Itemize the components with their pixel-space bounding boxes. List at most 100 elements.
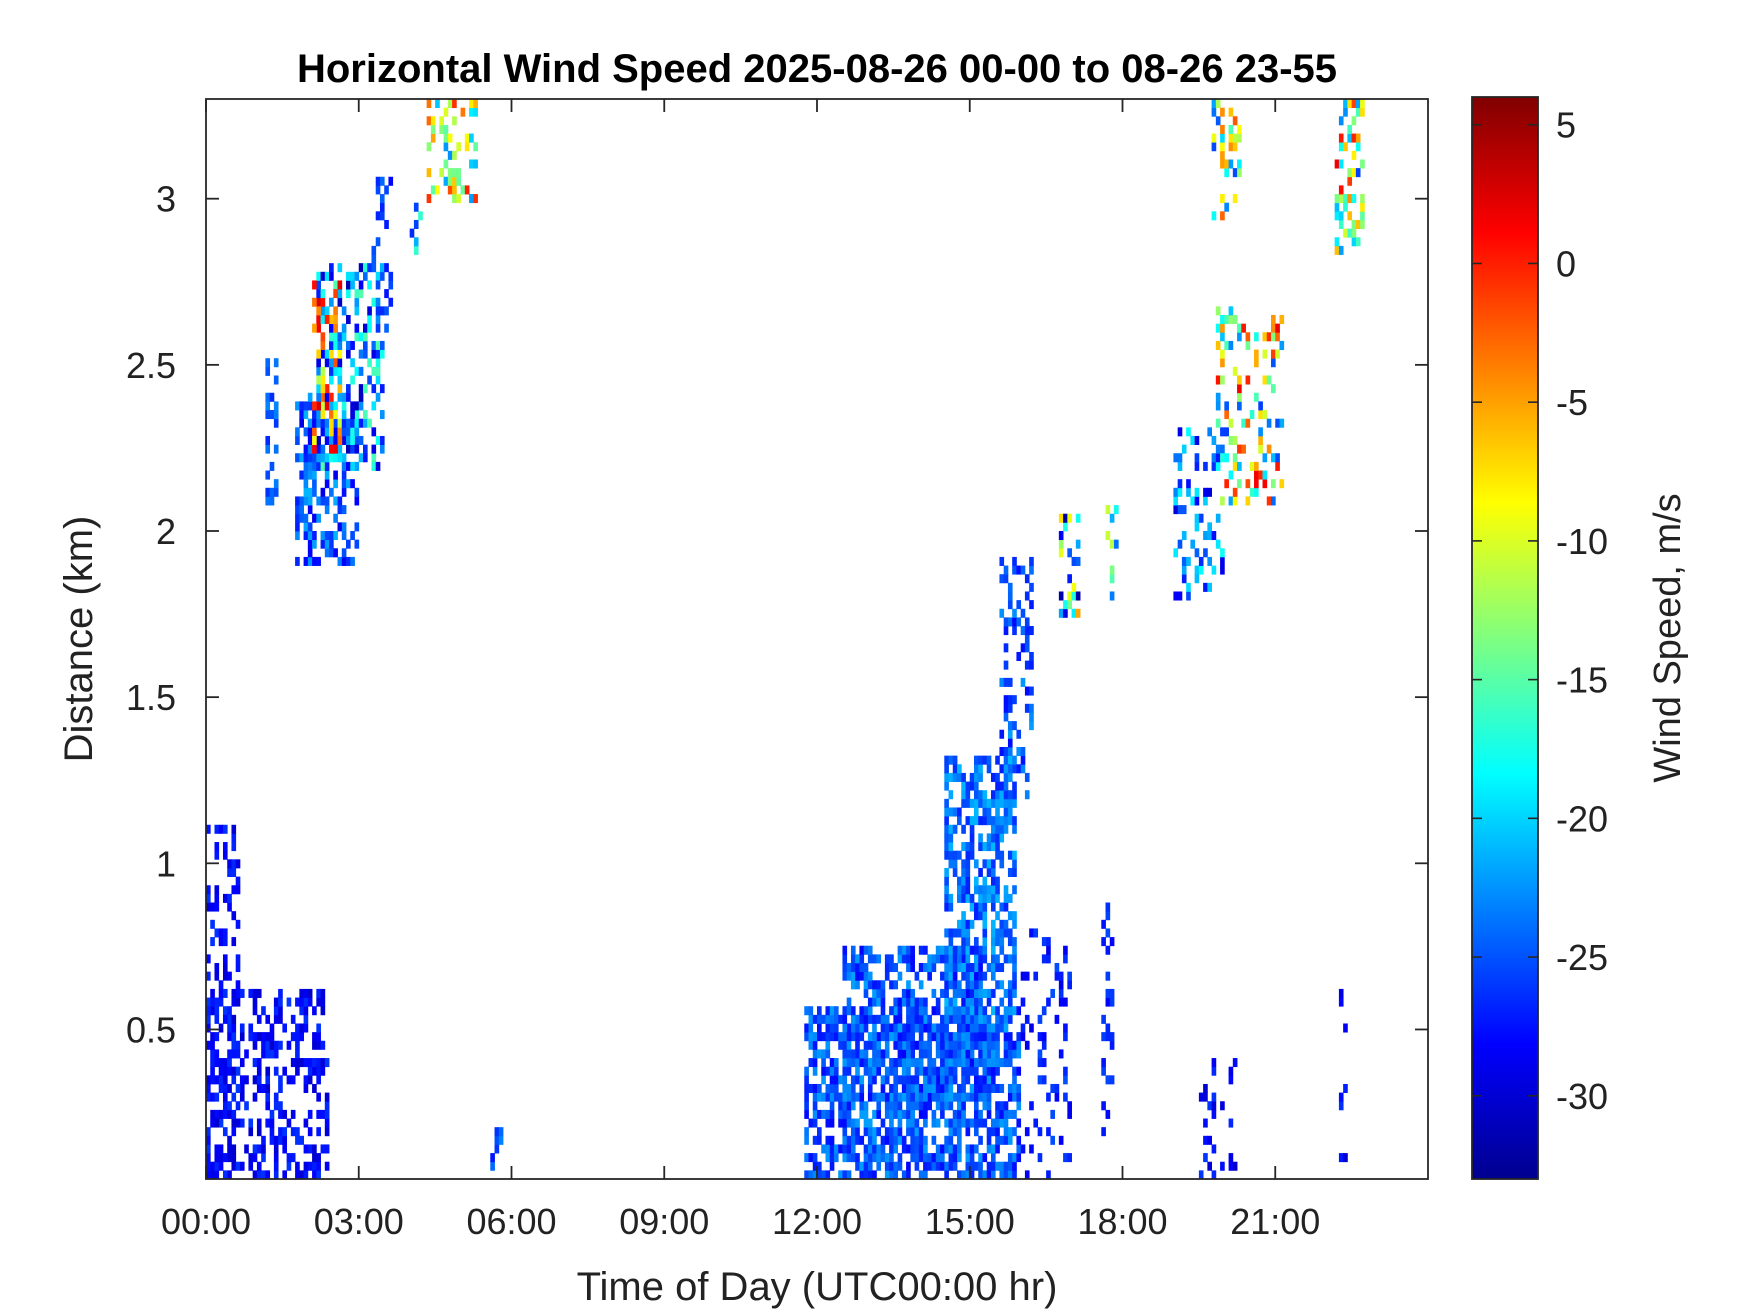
heat-cell-1574 xyxy=(927,1058,932,1068)
heat-cell-2037 xyxy=(1033,928,1039,938)
heat-cell-1454 xyxy=(846,1092,852,1102)
heat-cell-1245 xyxy=(952,1014,958,1024)
heat-cell-763 xyxy=(452,150,457,160)
heat-cell-1222 xyxy=(948,1135,954,1145)
heat-cell-2153 xyxy=(1177,539,1183,549)
heat-cell-1039 xyxy=(884,1023,890,1033)
heat-cell-2046 xyxy=(1041,1058,1047,1068)
heat-cell-1120 xyxy=(910,1040,915,1050)
heat-cell-657 xyxy=(371,401,377,411)
heat-cell-1468 xyxy=(855,1066,860,1076)
heat-cell-181 xyxy=(286,997,292,1007)
heat-cell-229 xyxy=(312,1170,317,1180)
heat-cell-441 xyxy=(316,444,321,454)
heat-cell-1455 xyxy=(846,1058,852,1068)
heat-cell-244 xyxy=(316,1092,321,1102)
heat-cell-1737 xyxy=(961,893,966,903)
heat-cell-395 xyxy=(303,522,309,532)
heat-cell-1913 xyxy=(1007,988,1013,998)
heat-cell-53 xyxy=(227,1058,232,1068)
heat-cell-2419 xyxy=(1355,99,1361,109)
heat-cell-1916 xyxy=(1007,937,1013,947)
heat-cell-1471 xyxy=(855,963,860,973)
heat-cell-1381 xyxy=(995,1023,1000,1033)
heat-cell-144 xyxy=(269,1023,275,1033)
heat-cell-989 xyxy=(867,1066,873,1076)
heat-cell-995 xyxy=(872,1144,877,1154)
heat-cell-434 xyxy=(312,418,317,428)
heat-cell-2116 xyxy=(1058,539,1064,549)
heat-cell-1769 xyxy=(969,833,975,843)
heat-cell-943 xyxy=(855,1161,860,1171)
heat-cell-1929 xyxy=(1012,971,1017,981)
heat-cell-1590 xyxy=(935,945,941,955)
heat-cell-935 xyxy=(850,1101,856,1111)
heat-cell-1650 xyxy=(973,997,979,1007)
heat-cell-1596 xyxy=(940,1014,945,1024)
heat-cell-175 xyxy=(282,1023,288,1033)
heat-cell-256 xyxy=(320,1058,326,1068)
heat-cell-1647 xyxy=(969,945,975,955)
heat-cell-111 xyxy=(256,1075,262,1085)
heat-cell-895 xyxy=(838,1144,843,1154)
heat-cell-1095 xyxy=(906,1170,911,1180)
heat-cell-602 xyxy=(346,271,351,281)
heat-cell-1934 xyxy=(1012,919,1017,929)
heat-cell-2215 xyxy=(1215,418,1221,428)
heat-cell-1635 xyxy=(965,997,971,1007)
heat-cell-697 xyxy=(329,427,334,437)
heat-cell-2424 xyxy=(1360,159,1365,169)
heat-cell-1266 xyxy=(961,1083,966,1093)
heat-cell-194 xyxy=(295,1058,300,1068)
heat-cell-1349 xyxy=(986,1066,992,1076)
heat-cell-1634 xyxy=(965,1014,971,1024)
heat-cell-272 xyxy=(206,1135,211,1145)
heat-cell-1637 xyxy=(965,980,971,990)
heat-cell-42 xyxy=(222,1066,228,1076)
heat-cell-1240 xyxy=(952,1092,958,1102)
heat-cell-1778 xyxy=(973,911,979,921)
heat-cell-1371 xyxy=(995,1127,1000,1137)
heat-cell-1054 xyxy=(889,1023,894,1033)
heat-cell-1534 xyxy=(901,997,907,1007)
heat-cell-649 xyxy=(367,315,372,325)
heat-cell-688 xyxy=(312,280,317,290)
heat-cell-2076 xyxy=(1063,1075,1068,1085)
heat-cell-300 xyxy=(218,1153,224,1163)
heat-cell-816 xyxy=(812,1161,818,1171)
heat-cell-1549 xyxy=(910,997,915,1007)
heat-cell-771 xyxy=(460,107,466,117)
heat-cell-2375 xyxy=(1334,245,1340,255)
heat-cell-399 xyxy=(303,479,309,489)
heat-cell-2335 xyxy=(1220,1101,1225,1111)
heat-cell-481 xyxy=(333,470,338,480)
heat-cell-1914 xyxy=(1007,980,1013,990)
heat-cell-180 xyxy=(286,1040,292,1050)
heat-cell-1977 xyxy=(1012,721,1017,731)
heat-cell-259 xyxy=(320,997,326,1007)
heat-cell-744 xyxy=(439,168,445,178)
heat-cell-667 xyxy=(375,366,381,376)
heat-cell-101 xyxy=(252,1032,258,1042)
heat-cell-342 xyxy=(231,824,237,834)
heat-cell-1416 xyxy=(1007,1040,1013,1050)
heat-cell-1364 xyxy=(990,1040,996,1050)
heat-cell-2211 xyxy=(1220,556,1225,566)
heat-cell-1232 xyxy=(948,1014,954,1024)
heat-cell-1494 xyxy=(872,1032,877,1042)
heat-cell-1169 xyxy=(927,1075,932,1085)
heat-cell-589 xyxy=(341,392,347,402)
heat-cell-473 xyxy=(329,410,334,420)
heat-cell-437 xyxy=(316,513,321,523)
heat-cell-1949 xyxy=(999,677,1005,687)
heat-cell-448 xyxy=(320,461,326,471)
heat-cell-1803 xyxy=(978,772,983,782)
heat-cell-2104 xyxy=(1105,928,1111,938)
heat-cell-997 xyxy=(872,1127,877,1137)
heat-cell-252 xyxy=(316,988,321,998)
heat-cell-1815 xyxy=(982,885,988,895)
heat-cell-978 xyxy=(863,1006,869,1016)
heat-cell-1997 xyxy=(1020,608,1026,618)
heat-cell-1698 xyxy=(948,842,954,852)
heat-cell-1887 xyxy=(999,850,1005,860)
